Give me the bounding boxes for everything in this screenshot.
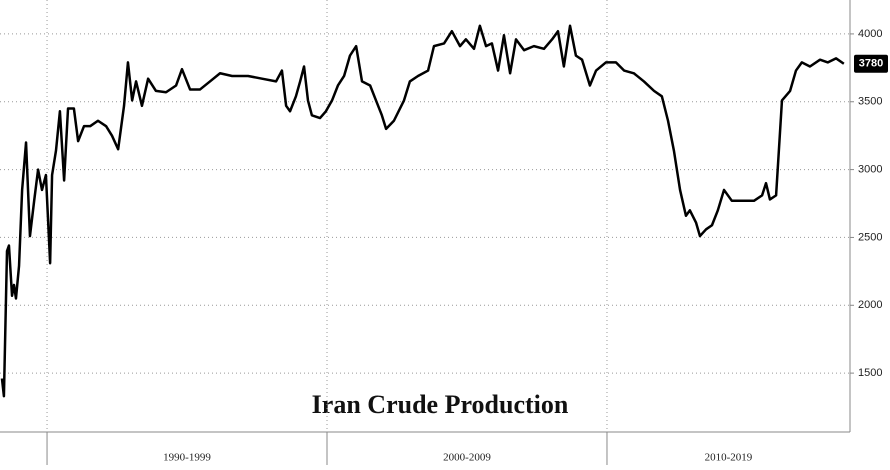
y-tick-label: 2000: [858, 299, 882, 311]
chart-title: Iran Crude Production: [312, 390, 569, 419]
last-value-box: [854, 54, 888, 73]
line-series: [0, 24, 845, 398]
y-tick-label: 1500: [858, 367, 882, 379]
y-tick-label: 3000: [858, 164, 882, 176]
last-value-label: 3780: [859, 58, 883, 70]
x-period-label: 2010-2019: [705, 452, 753, 464]
y-tick-label: 2500: [858, 231, 882, 243]
x-period-label: 1990-1999: [163, 452, 211, 464]
y-tick-label: 4000: [858, 28, 882, 40]
y-tick-label: 3500: [858, 96, 882, 108]
x-period-label: 2000-2009: [443, 452, 491, 464]
